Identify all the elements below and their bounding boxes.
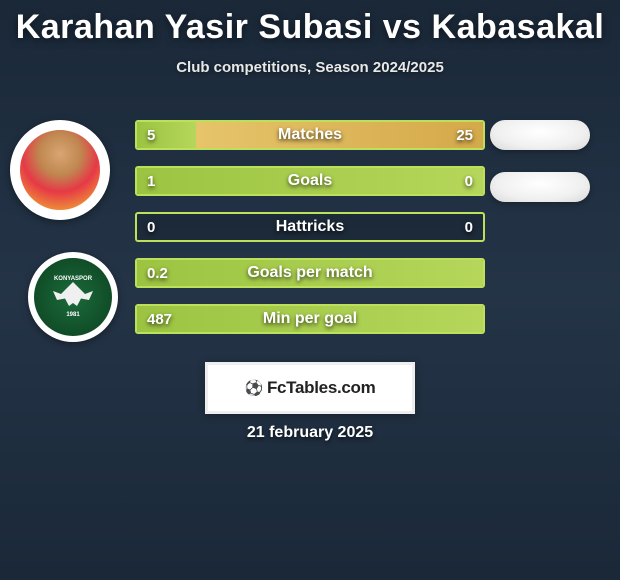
club-name-text: KONYASPOR <box>54 276 92 282</box>
stat-label: Goals per match <box>137 264 483 282</box>
eagle-icon <box>53 282 93 312</box>
subtitle: Club competitions, Season 2024/2025 <box>0 59 620 76</box>
fctables-logo-box: ⚽FcTables.com <box>205 362 415 414</box>
val-right: 25 <box>456 127 473 144</box>
fctables-logo-text: ⚽FcTables.com <box>245 378 376 398</box>
club-badge: KONYASPOR 1981 <box>34 258 112 336</box>
left-avatars: KONYASPOR 1981 <box>10 120 120 374</box>
club-avatar: KONYASPOR 1981 <box>28 252 118 342</box>
stat-row-goals-per-match: 0.2 Goals per match <box>135 258 485 288</box>
soccer-ball-icon: ⚽ <box>245 379 263 397</box>
stat-row-min-per-goal: 487 Min per goal <box>135 304 485 334</box>
player2-avatar-placeholder <box>490 120 590 150</box>
val-right: 0 <box>465 219 473 236</box>
stat-row-matches: 5 Matches 25 <box>135 120 485 150</box>
stat-label: Min per goal <box>137 310 483 328</box>
stat-row-goals: 1 Goals 0 <box>135 166 485 196</box>
club2-avatar-placeholder <box>490 172 590 202</box>
stat-label: Matches <box>137 126 483 144</box>
player1-avatar <box>10 120 110 220</box>
club-year-text: 1981 <box>66 312 79 318</box>
stat-label: Goals <box>137 172 483 190</box>
stat-row-hattricks: 0 Hattricks 0 <box>135 212 485 242</box>
logo-label: FcTables.com <box>267 378 376 397</box>
val-right: 0 <box>465 173 473 190</box>
page-title: Karahan Yasir Subasi vs Kabasakal <box>0 0 620 47</box>
date-text: 21 february 2025 <box>0 424 620 442</box>
right-avatars <box>490 120 600 224</box>
stats-container: 5 Matches 25 1 Goals 0 0 Hattricks 0 0.2… <box>135 120 485 350</box>
stat-label: Hattricks <box>137 218 483 236</box>
